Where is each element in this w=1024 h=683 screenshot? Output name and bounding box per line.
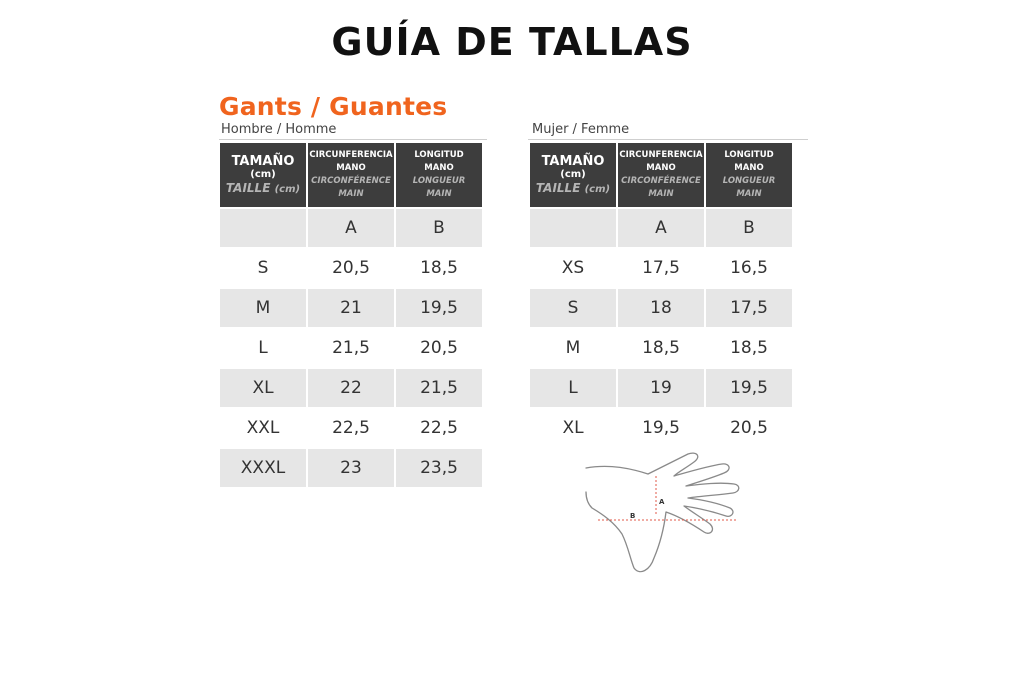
table-cell: M [220, 289, 306, 327]
table-cell [220, 209, 306, 247]
table-cell: B [396, 209, 482, 247]
table-cell: XXL [220, 409, 306, 447]
table-cell: A [308, 209, 394, 247]
women-divider [528, 139, 808, 140]
page-title: GUÍA DE TALLAS [331, 20, 693, 64]
table-cell: S [220, 249, 306, 287]
table-cell: XL [220, 369, 306, 407]
table-cell: M [530, 329, 616, 367]
header-length-label-2: MANO [424, 163, 454, 173]
header-length-label: LONGITUD [414, 150, 464, 160]
header-size-fr-unit: (cm) [584, 183, 611, 195]
table-row: XXXL 23 23,5 [220, 449, 482, 487]
header-circ-label: CIRCUNFERENCIA [309, 150, 393, 160]
table-cell: L [220, 329, 306, 367]
header-size-label: TAMAÑO [541, 153, 605, 169]
table-row: XS 17,5 16,5 [530, 249, 792, 287]
table-cell: 18 [618, 289, 704, 327]
table-row: L 21,5 20,5 [220, 329, 482, 367]
header-circumference: CIRCUNFERENCIA MANO CIRCONFÉRENCE MAIN [618, 143, 704, 207]
table-cell: 19 [618, 369, 704, 407]
header-length-fr: LONGUEUR [722, 176, 776, 186]
table-cell: 16,5 [706, 249, 792, 287]
table-cell: 17,5 [706, 289, 792, 327]
table-cell: A [618, 209, 704, 247]
table-row: XXL 22,5 22,5 [220, 409, 482, 447]
header-length-fr: LONGUEUR [412, 176, 466, 186]
table-cell: 22,5 [308, 409, 394, 447]
table-cell: 19,5 [618, 409, 704, 447]
table-cell: 19,5 [706, 369, 792, 407]
brand-title: Gants / Guantes [219, 92, 448, 121]
table-row: M 18,5 18,5 [530, 329, 792, 367]
header-size-fr-unit: (cm) [274, 183, 301, 195]
table-cell: XS [530, 249, 616, 287]
women-section-label: Mujer / Femme [532, 122, 630, 137]
header-circ-fr-2: MAIN [338, 189, 364, 199]
header-circ-fr: CIRCONFÉRENCE [311, 176, 391, 186]
header-circ-fr-2: MAIN [648, 189, 674, 199]
table-cell: 17,5 [618, 249, 704, 287]
table-row: L 19 19,5 [530, 369, 792, 407]
header-length-label-2: MANO [734, 163, 764, 173]
header-size-label: TAMAÑO [231, 153, 295, 169]
header-size-fr: TAILLE [535, 180, 581, 195]
table-cell: 20,5 [308, 249, 394, 287]
measure-label-a: A [659, 498, 665, 506]
table-row: XL 22 21,5 [220, 369, 482, 407]
table-cell: 22,5 [396, 409, 482, 447]
table-cell: XL [530, 409, 616, 447]
table-row: S 18 17,5 [530, 289, 792, 327]
table-row: M 21 19,5 [220, 289, 482, 327]
measure-label-b: B [630, 512, 635, 520]
table-cell: XXXL [220, 449, 306, 487]
table-cell: 21,5 [396, 369, 482, 407]
table-cell: S [530, 289, 616, 327]
table-cell: 21 [308, 289, 394, 327]
table-cell: L [530, 369, 616, 407]
hand-outline [585, 452, 740, 573]
table-cell: 20,5 [706, 409, 792, 447]
table-row: S 20,5 18,5 [220, 249, 482, 287]
header-circ-label-2: MANO [646, 163, 676, 173]
header-length-label: LONGITUD [724, 150, 774, 160]
table-cell: 18,5 [706, 329, 792, 367]
table-cell: 19,5 [396, 289, 482, 327]
header-size-unit: (cm) [250, 168, 276, 180]
hand-measurement-diagram: A B [585, 452, 740, 573]
header-length: LONGITUD MANO LONGUEUR MAIN [396, 143, 482, 207]
header-size-fr: TAILLE [225, 180, 271, 195]
table-cell: 22 [308, 369, 394, 407]
table-cell: 23,5 [396, 449, 482, 487]
table-cell [530, 209, 616, 247]
header-size: TAMAÑO (cm) TAILLE (cm) [530, 143, 616, 207]
header-circ-label: CIRCUNFERENCIA [619, 150, 703, 160]
header-length: LONGITUD MANO LONGUEUR MAIN [706, 143, 792, 207]
header-circ-label-2: MANO [336, 163, 366, 173]
table-letter-row: A B [220, 209, 482, 247]
header-length-fr-2: MAIN [736, 189, 762, 199]
men-section-label: Hombre / Homme [221, 122, 337, 137]
table-header-row: TAMAÑO (cm) TAILLE (cm) CIRCUNFERENCIA M… [530, 143, 792, 207]
men-size-table: TAMAÑO (cm) TAILLE (cm) CIRCUNFERENCIA M… [218, 141, 484, 489]
header-size-unit: (cm) [560, 168, 586, 180]
header-circ-fr: CIRCONFÉRENCE [621, 176, 701, 186]
header-length-fr-2: MAIN [426, 189, 452, 199]
men-divider [219, 139, 487, 140]
table-header-row: TAMAÑO (cm) TAILLE (cm) CIRCUNFERENCIA M… [220, 143, 482, 207]
table-row: XL 19,5 20,5 [530, 409, 792, 447]
table-letter-row: A B [530, 209, 792, 247]
women-size-table: TAMAÑO (cm) TAILLE (cm) CIRCUNFERENCIA M… [528, 141, 794, 449]
table-cell: 18,5 [618, 329, 704, 367]
table-cell: 18,5 [396, 249, 482, 287]
table-cell: 23 [308, 449, 394, 487]
table-cell: 21,5 [308, 329, 394, 367]
table-cell: B [706, 209, 792, 247]
header-size: TAMAÑO (cm) TAILLE (cm) [220, 143, 306, 207]
table-cell: 20,5 [396, 329, 482, 367]
header-circumference: CIRCUNFERENCIA MANO CIRCONFÉRENCE MAIN [308, 143, 394, 207]
